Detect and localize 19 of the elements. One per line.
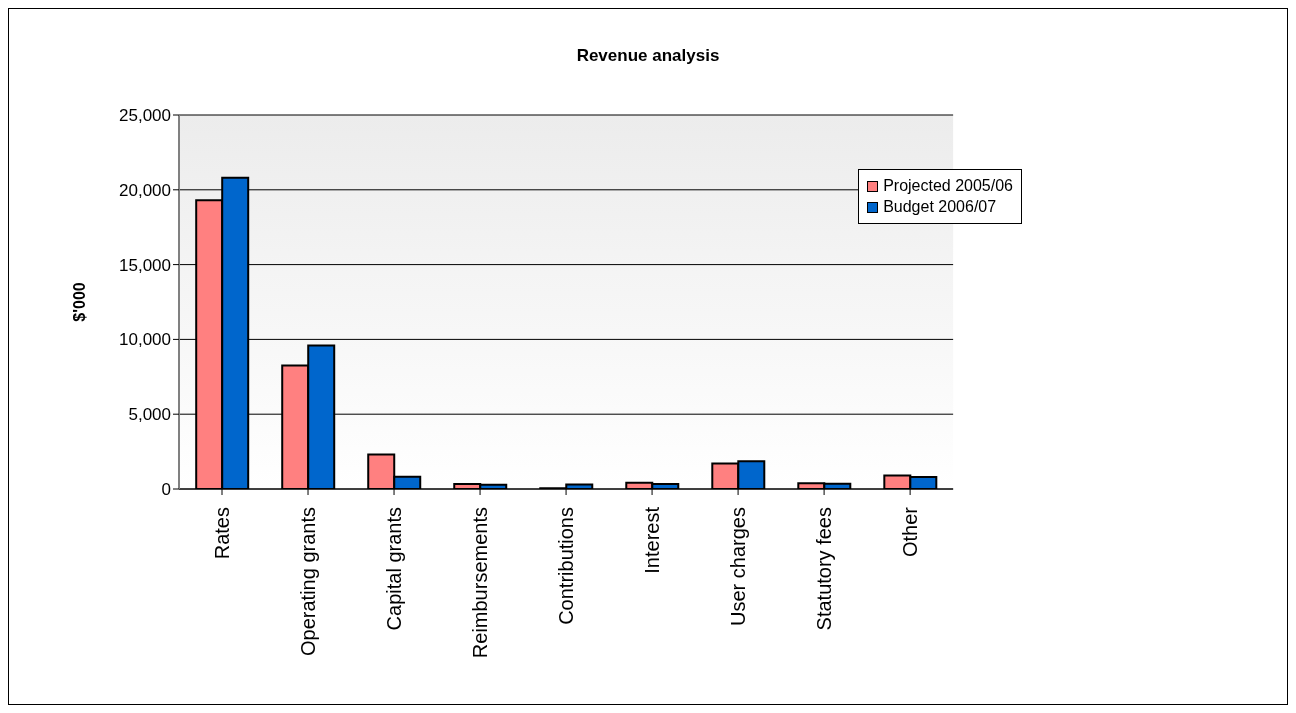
y-tick-label: 15,000 <box>119 255 171 275</box>
x-tick-label: Capital grants <box>383 507 406 631</box>
y-tick-label: 0 <box>161 480 171 500</box>
x-tick-label: Rates <box>211 507 234 560</box>
legend-label: Projected 2005/06 <box>883 177 1013 195</box>
x-tick-label: Reimbursements <box>469 507 492 659</box>
x-tick-label: Other <box>899 506 922 558</box>
x-tick-label: User charges <box>727 507 750 626</box>
chart-title: Revenue analysis <box>576 46 720 65</box>
x-tick-label: Contributions <box>555 507 578 625</box>
legend-label: Budget 2006/07 <box>883 198 997 216</box>
y-tick-label: 5,000 <box>128 405 171 425</box>
y-tick-label: 25,000 <box>119 106 171 126</box>
y-tick-label: 10,000 <box>119 330 171 350</box>
x-tick-label: Statutory fees <box>813 507 836 631</box>
x-tick-label: Interest <box>641 506 664 574</box>
x-tick-label: Operating grants <box>297 507 320 656</box>
y-axis-title: $'000 <box>70 282 88 322</box>
y-tick-label: 20,000 <box>119 180 171 200</box>
